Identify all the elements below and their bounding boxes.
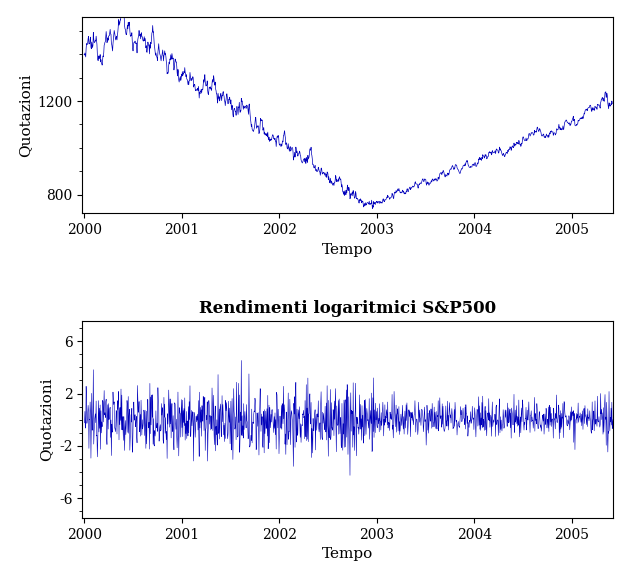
Title: Rendimenti logaritmici S&P500: Rendimenti logaritmici S&P500 xyxy=(199,300,496,317)
Y-axis label: Quotazioni: Quotazioni xyxy=(39,378,53,462)
Y-axis label: Quotazioni: Quotazioni xyxy=(18,73,32,157)
X-axis label: Tempo: Tempo xyxy=(322,243,374,257)
X-axis label: Tempo: Tempo xyxy=(322,547,374,561)
